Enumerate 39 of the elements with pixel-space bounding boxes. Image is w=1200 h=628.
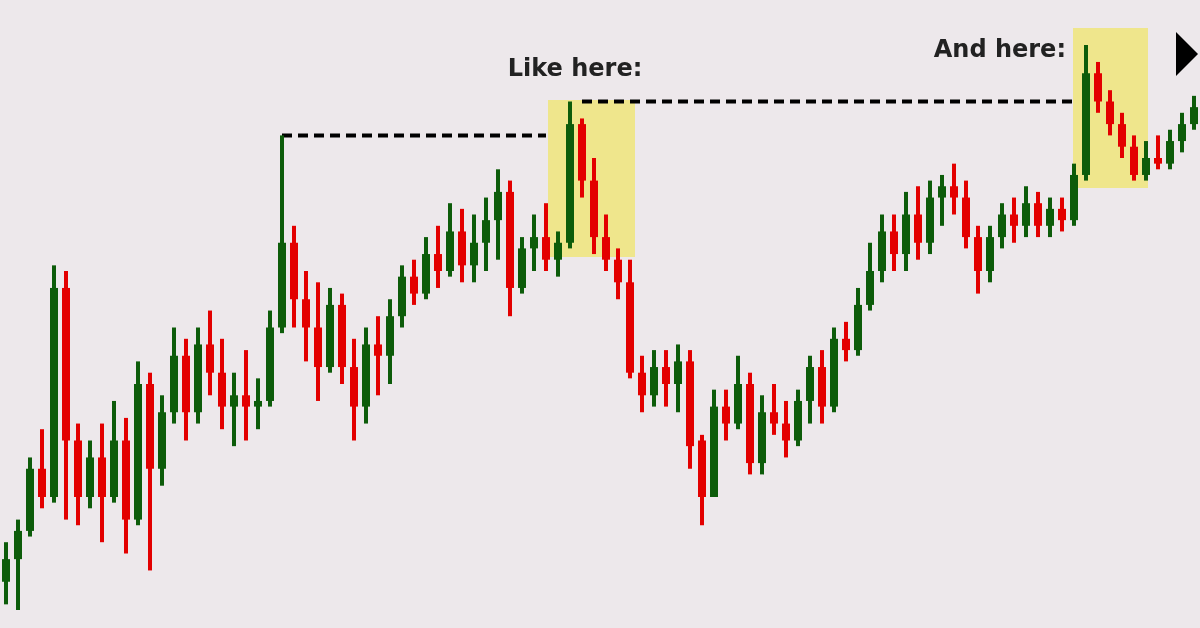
- candlestick: [1058, 197, 1066, 232]
- candlestick: [1142, 141, 1150, 181]
- candlestick: [2, 542, 10, 605]
- candlestick: [374, 316, 382, 396]
- candlestick: [1022, 186, 1030, 238]
- candlestick: [1118, 112, 1126, 158]
- candlestick: [842, 321, 850, 362]
- candlestick: [1178, 112, 1186, 153]
- candlestick: [470, 214, 478, 283]
- candlestick: [242, 350, 250, 441]
- candlestick: [530, 214, 538, 271]
- candlestick: [662, 350, 670, 407]
- candlestick: [1034, 191, 1042, 238]
- candlestick: [890, 214, 898, 271]
- candlestick: [482, 197, 490, 271]
- candlestick: [950, 163, 958, 215]
- candlestick: [434, 225, 442, 288]
- candlestick: [1010, 197, 1018, 243]
- candlestick: [614, 248, 622, 300]
- candlestick: [602, 214, 610, 271]
- candlestick: [410, 259, 418, 305]
- candlestick: [542, 203, 550, 271]
- candlestick: [1106, 90, 1114, 136]
- candlestick: [554, 231, 562, 277]
- candlestick: [1166, 129, 1174, 170]
- candlestick: [722, 389, 730, 441]
- candlestick: [1190, 95, 1198, 130]
- annotation: And here:: [933, 35, 1066, 63]
- candlestick: [782, 400, 790, 458]
- candlestick: [638, 355, 646, 413]
- candlestick: [1154, 135, 1162, 170]
- candlestick: [1046, 197, 1054, 238]
- candlestick: [230, 372, 238, 447]
- candlestick: [254, 378, 262, 430]
- candlestick: [938, 174, 946, 226]
- annotation: Like here:: [507, 54, 643, 82]
- candlestick: [674, 344, 682, 413]
- candlestick: [998, 203, 1006, 249]
- candlestick: [770, 384, 778, 435]
